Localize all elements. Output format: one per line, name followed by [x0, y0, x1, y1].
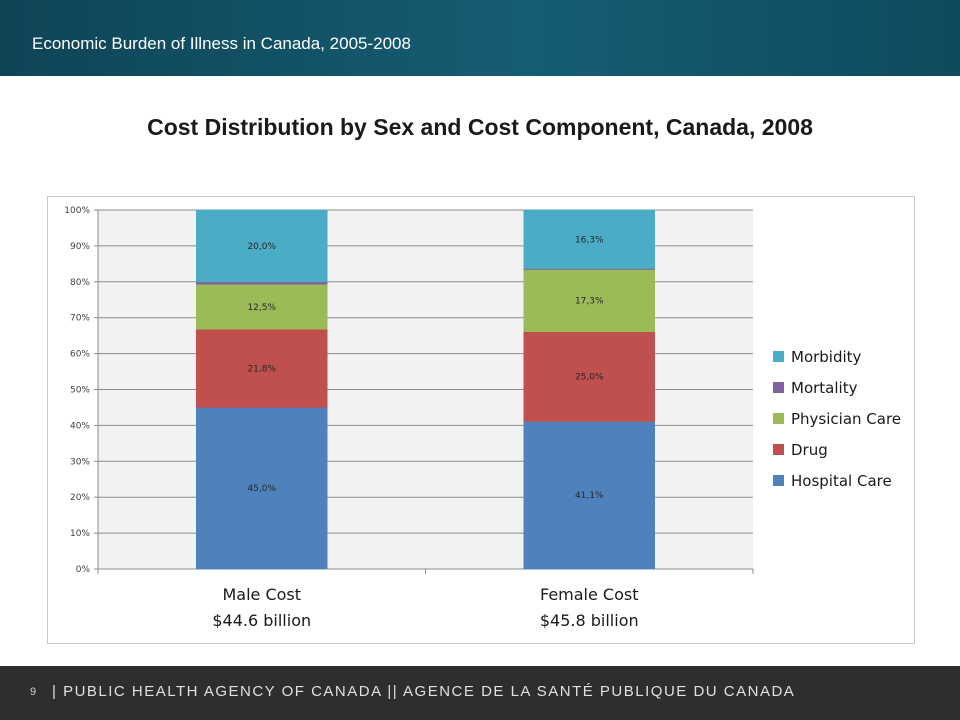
y-tick-label: 0% — [76, 565, 91, 575]
chart-frame: 0% 10% 20% 30% 40% 50% 60% 70% 80% 90% 100% 45,0% 21… — [47, 196, 915, 644]
bar-segment — [196, 407, 328, 570]
legend-label: Physician Care — [791, 410, 901, 428]
bar-segment — [523, 209, 655, 269]
legend-label: Morbidity — [791, 348, 862, 366]
bar-segment — [523, 331, 655, 422]
bar-segment — [523, 421, 655, 570]
header-title: Economic Burden of Illness in Canada, 20… — [32, 34, 411, 53]
y-tick-label: 100% — [64, 206, 90, 216]
footer-bar: 9 | PUBLIC HEALTH AGENCY OF CANADA || AG… — [0, 666, 960, 720]
bar-segment — [196, 328, 328, 408]
legend-swatch — [773, 413, 784, 424]
x-category-label: Female Cost — [540, 585, 639, 604]
legend-swatch — [773, 444, 784, 455]
data-label: 17,3% — [575, 297, 604, 307]
y-tick-label: 60% — [70, 350, 90, 360]
y-tick-label: 90% — [70, 242, 90, 252]
y-tick-label: 20% — [70, 493, 90, 503]
legend-label: Mortality — [791, 379, 858, 397]
legend-swatch — [773, 351, 784, 362]
data-label: 12,5% — [247, 303, 276, 313]
x-category-label: $44.6 billion — [212, 611, 311, 630]
bar-segment — [196, 281, 328, 285]
stacked-bar-chart: 0% 10% 20% 30% 40% 50% 60% 70% 80% 90% 100% 45,0% 21… — [64, 206, 901, 630]
data-label: 45,0% — [247, 484, 276, 494]
slide-title: Cost Distribution by Sex and Cost Compon… — [147, 114, 813, 140]
footer-agency: | PUBLIC HEALTH AGENCY OF CANADA || AGEN… — [52, 683, 796, 700]
bar-segment — [523, 269, 655, 332]
y-tick-label: 50% — [70, 386, 90, 396]
data-label: 20,0% — [247, 242, 276, 252]
data-label: 25,0% — [575, 373, 604, 383]
x-category-label: Male Cost — [222, 585, 301, 604]
data-label: 41,1% — [575, 491, 604, 501]
legend-swatch — [773, 475, 784, 486]
y-tick-label: 40% — [70, 421, 90, 431]
page-number: 9 — [30, 686, 37, 698]
legend-label: Hospital Care — [791, 472, 892, 490]
y-tick-label: 30% — [70, 457, 90, 467]
bar-segment — [196, 209, 328, 283]
data-label: 21,8% — [247, 364, 276, 374]
legend-swatch — [773, 382, 784, 393]
y-tick-label: 10% — [70, 529, 90, 539]
data-label: 16,3% — [575, 235, 604, 245]
y-tick-label: 80% — [70, 278, 90, 288]
x-category-label: $45.8 billion — [540, 611, 639, 630]
bar-segment — [196, 284, 328, 330]
legend-label: Drug — [791, 441, 828, 459]
header-bar: Economic Burden of Illness in Canada, 20… — [0, 0, 960, 76]
y-tick-label: 70% — [70, 314, 90, 324]
